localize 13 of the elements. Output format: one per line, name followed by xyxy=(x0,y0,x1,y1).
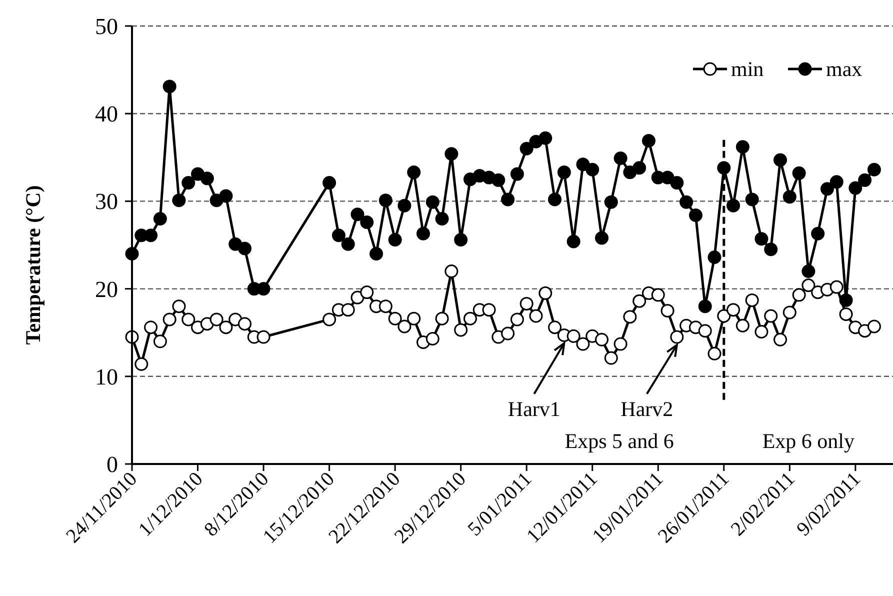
annotation: Exps 5 and 6 xyxy=(564,429,674,453)
y-axis-title: Temperature (°C) xyxy=(21,185,45,345)
legend-label: max xyxy=(826,57,863,81)
y-tick-label: 50 xyxy=(95,14,118,39)
y-tick-label: 0 xyxy=(106,452,118,477)
annotation: Harv2 xyxy=(620,396,674,421)
legend-label: min xyxy=(731,57,764,81)
y-tick-label: 30 xyxy=(95,189,118,214)
y-tick-label: 10 xyxy=(95,364,118,390)
annotation: Harv1 xyxy=(508,396,560,421)
y-tick-label: 40 xyxy=(95,102,118,127)
y-tick-label: 20 xyxy=(95,276,118,302)
annotation: Exp 6 only xyxy=(762,429,856,453)
